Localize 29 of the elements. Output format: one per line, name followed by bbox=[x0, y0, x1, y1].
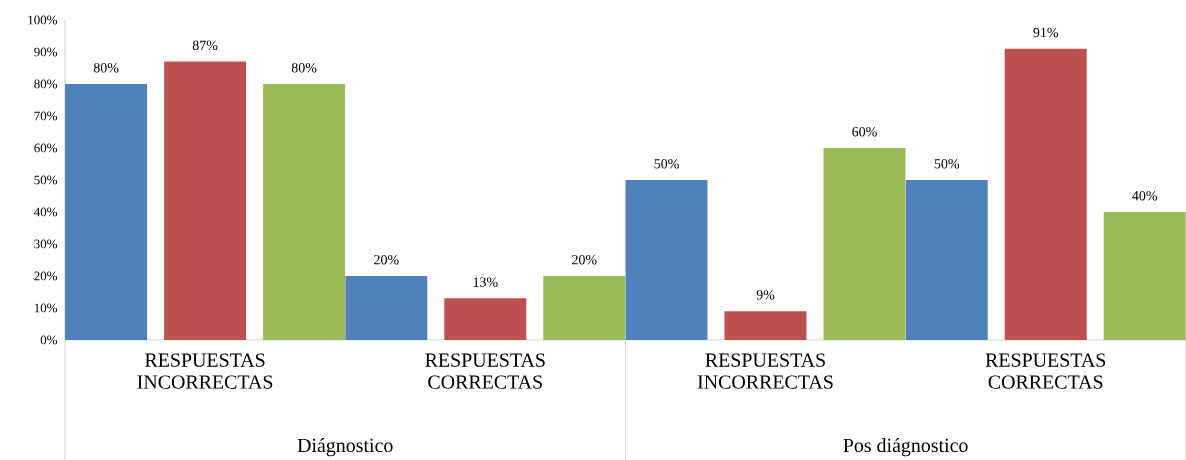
y-tick-label: 60% bbox=[34, 143, 58, 153]
x-tick-label: RESPUESTAS INCORRECTAS bbox=[697, 353, 833, 389]
y-tick-label: 10% bbox=[34, 303, 58, 313]
y-tick-label: 20% bbox=[34, 271, 58, 281]
data-label: 87% bbox=[192, 40, 218, 51]
y-tick-label: 90% bbox=[34, 47, 58, 57]
x-tick-label: RESPUESTAS CORRECTAS bbox=[425, 353, 545, 389]
x-tick-label: RESPUESTAS CORRECTAS bbox=[985, 353, 1106, 389]
y-tick-label: 50% bbox=[34, 175, 58, 185]
y-tick-label: 40% bbox=[33, 207, 58, 217]
data-label: 50% bbox=[934, 158, 960, 169]
text: Diágnostico bbox=[297, 438, 393, 457]
y-tick-label: 70% bbox=[34, 111, 58, 121]
data-label: 9% bbox=[756, 290, 775, 300]
data-label: 20% bbox=[374, 254, 399, 265]
x-tick-label: RESPUESTAS INCORRECTAS bbox=[137, 353, 273, 389]
y-tick-label: 30% bbox=[34, 239, 58, 249]
data-label: 91% bbox=[1033, 27, 1059, 38]
y-tick-label: 0% bbox=[40, 335, 58, 345]
data-label: 80% bbox=[93, 62, 119, 73]
data-label: 60% bbox=[852, 126, 877, 137]
text: Pos diágnostico bbox=[843, 438, 968, 457]
y-tick-label: 100% bbox=[28, 15, 58, 25]
y-tick-label: 80% bbox=[34, 79, 58, 89]
data-label: 20% bbox=[572, 254, 597, 265]
data-label: 80% bbox=[291, 62, 317, 73]
data-label: 40% bbox=[1132, 190, 1157, 201]
data-label: 13% bbox=[473, 277, 498, 287]
data-label: 50% bbox=[654, 158, 679, 169]
